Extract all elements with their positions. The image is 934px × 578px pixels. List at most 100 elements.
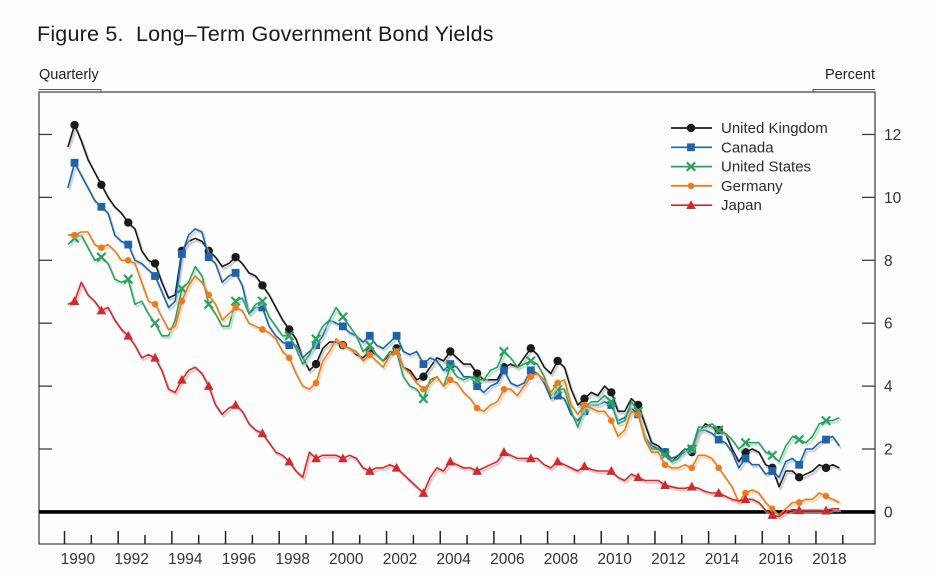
marker-dot xyxy=(634,411,642,418)
legend-item-united-kingdom: United Kingdom xyxy=(671,120,828,137)
legend-label: Japan xyxy=(721,197,762,214)
marker-square xyxy=(419,360,428,368)
marker-circle xyxy=(311,359,321,369)
legend-label: United Kingdom xyxy=(721,120,828,137)
marker-triangle xyxy=(660,480,670,489)
marker-triangle xyxy=(177,374,187,384)
marker-triangle xyxy=(767,510,778,519)
marker-circle xyxy=(258,281,267,290)
marker-circle xyxy=(124,218,133,227)
marker-circle xyxy=(472,369,482,378)
marker-circle xyxy=(741,447,750,457)
x-tick-label: 1990 xyxy=(61,551,96,568)
x-tick-label: 1998 xyxy=(275,551,309,568)
marker-circle xyxy=(150,259,160,268)
marker-dot xyxy=(742,489,749,497)
marker-dot xyxy=(795,499,803,506)
marker-triangle xyxy=(686,200,696,209)
figure-title: Figure 5. Long–Term Government Bond Yiel… xyxy=(37,22,494,46)
marker-dot xyxy=(688,464,696,472)
legend-item-germany: Germany xyxy=(671,178,783,195)
marker-triangle xyxy=(687,481,697,491)
legend-label: Germany xyxy=(721,178,783,195)
marker-circle xyxy=(794,473,804,482)
marker-square xyxy=(97,202,106,211)
marker-x xyxy=(740,437,751,448)
marker-triangle xyxy=(740,494,751,504)
marker-dot xyxy=(608,417,615,424)
marker-triangle xyxy=(713,488,724,497)
marker-triangle xyxy=(418,488,429,497)
marker-dot xyxy=(661,461,669,469)
x-tick-label: 2016 xyxy=(758,551,792,568)
x-tick-label: 1994 xyxy=(168,551,203,568)
marker-triangle xyxy=(69,296,80,305)
marker-circle xyxy=(553,356,562,366)
series-germany xyxy=(67,231,842,519)
y-tick-label: 8 xyxy=(884,253,893,270)
marker-x xyxy=(176,283,187,294)
marker-circle xyxy=(70,120,79,130)
marker-dot xyxy=(500,385,508,393)
marker-x xyxy=(418,393,429,404)
marker-dot xyxy=(205,291,213,299)
marker-square xyxy=(339,322,347,331)
marker-x xyxy=(123,274,134,285)
marker-x xyxy=(472,374,483,385)
marker-triangle xyxy=(579,461,590,471)
x-tick-label: 1992 xyxy=(114,551,148,568)
marker-x xyxy=(686,444,697,454)
marker-x xyxy=(96,252,107,263)
marker-square xyxy=(714,435,723,444)
marker-triangle xyxy=(526,453,536,463)
marker-x xyxy=(821,415,831,426)
x-tick-label: 2010 xyxy=(597,551,632,568)
legend-item-japan: Japan xyxy=(671,197,762,214)
marker-dot xyxy=(527,373,535,380)
marker-dot xyxy=(687,182,695,190)
marker-square xyxy=(392,331,401,340)
marker-dot xyxy=(178,297,186,305)
marker-dot xyxy=(554,379,561,387)
marker-triangle xyxy=(338,453,348,463)
marker-triangle xyxy=(284,456,295,466)
marker-x xyxy=(257,296,268,307)
marker-square xyxy=(231,268,240,277)
marker-square xyxy=(607,401,616,409)
marker-triangle xyxy=(445,456,456,466)
marker-x xyxy=(713,425,724,436)
x-tick-label: 2014 xyxy=(705,551,740,568)
marker-dot xyxy=(715,464,722,472)
marker-square xyxy=(768,467,777,475)
marker-dot xyxy=(259,326,266,333)
marker-triangle xyxy=(96,305,107,315)
quarterly-bracket xyxy=(39,89,102,92)
marker-dot xyxy=(393,348,400,355)
marker-dot xyxy=(285,354,293,362)
legend-item-canada: Canada xyxy=(671,139,774,156)
x-axis: 1990 1992 1994 1996 1998 2000 2002 2004 2006 2008… xyxy=(61,531,847,568)
marker-x xyxy=(203,299,214,310)
marker-dot xyxy=(769,505,776,513)
series-united-states xyxy=(67,233,842,465)
x-tick-label: 2008 xyxy=(544,551,578,568)
marker-dot xyxy=(232,304,239,311)
x-tick-label: 2012 xyxy=(651,551,685,568)
y-tick-label: 10 xyxy=(884,190,902,207)
marker-dot xyxy=(581,401,588,409)
unit-label: Percent xyxy=(825,67,875,83)
marker-square xyxy=(822,435,830,444)
x-tick-label: 1996 xyxy=(222,551,256,568)
marker-dot xyxy=(312,379,320,387)
marker-circle xyxy=(580,394,589,403)
marker-x xyxy=(150,318,161,329)
marker-triangle xyxy=(257,428,268,438)
legend: United Kingdom Canada United States Germany… xyxy=(671,120,828,214)
marker-circle xyxy=(97,180,106,189)
percent-bracket xyxy=(812,89,875,92)
marker-x xyxy=(606,396,617,407)
marker-dot xyxy=(339,341,347,349)
marker-square xyxy=(795,460,804,469)
